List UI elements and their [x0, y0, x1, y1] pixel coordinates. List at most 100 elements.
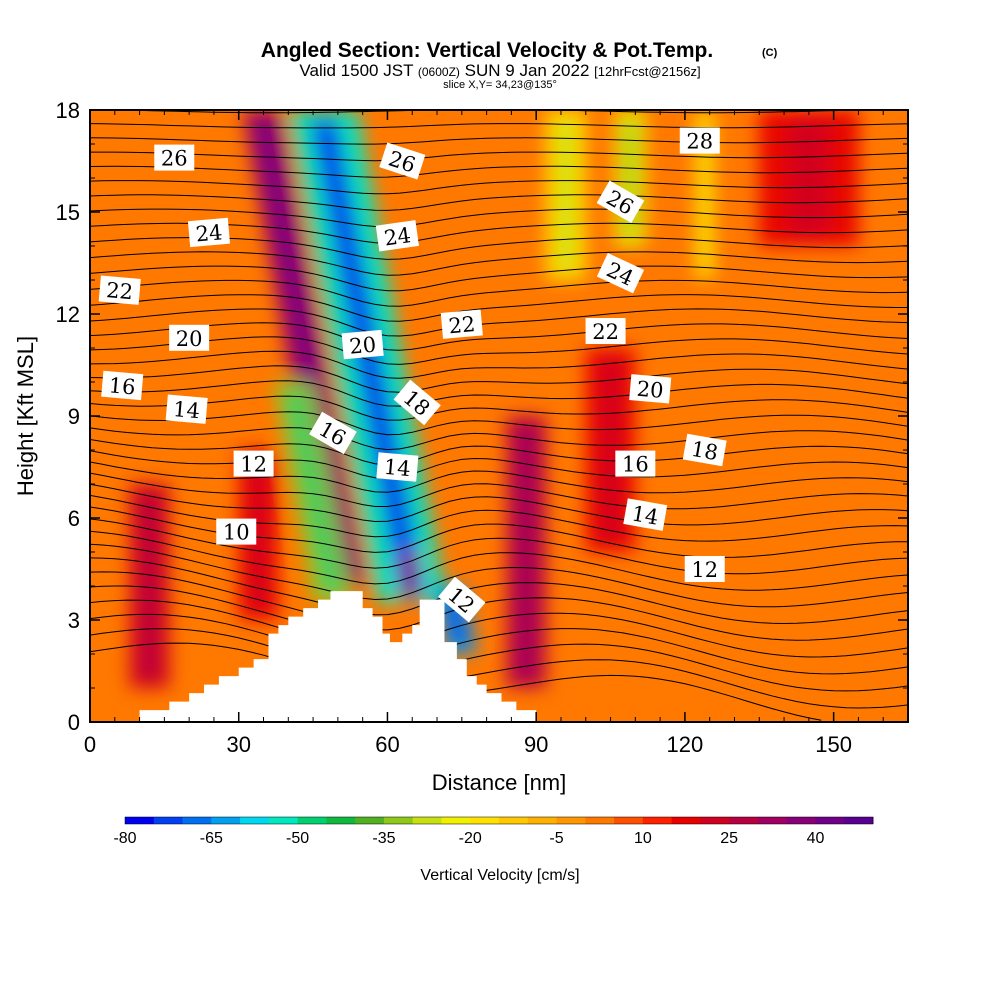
y-axis-title: Height [Kft MSL] — [13, 336, 38, 496]
contour-label-box — [596, 252, 645, 294]
contour-label-box — [154, 144, 195, 171]
contour-label-text: 24 — [383, 223, 413, 250]
colorbar-swatch — [211, 817, 241, 824]
theta-contour-line — [90, 194, 908, 211]
theta-contour-line — [90, 571, 908, 641]
colorbar-tick-label: -50 — [286, 830, 309, 847]
valid-date: SUN 9 Jan 2022 — [465, 61, 590, 80]
colorbar-swatch — [671, 817, 701, 824]
y-tick-label: 15 — [56, 200, 80, 225]
downdraft-core — [443, 596, 468, 644]
theta-contour-line — [90, 530, 908, 591]
theta-contour-line — [90, 395, 908, 421]
contour-label-text: 12 — [240, 453, 267, 477]
theta-contour-line — [90, 585, 908, 658]
slice-label: slice X,Y= 34,23@135° — [443, 79, 557, 91]
colorbar-swatch — [297, 817, 327, 824]
theta-contour-line — [90, 137, 908, 145]
contour-label-text: 20 — [176, 327, 203, 351]
theta-contour-line — [90, 557, 908, 625]
theta-contour-line — [90, 411, 908, 436]
contour-label-box — [684, 556, 725, 582]
contour-label-box — [438, 576, 486, 623]
y-tick-label: 6 — [68, 506, 80, 531]
contour-label-box — [376, 452, 419, 482]
contour-label-box — [585, 318, 626, 344]
terrain-layer — [139, 591, 537, 722]
contour-label-box — [165, 394, 208, 424]
contour-label-text: 14 — [172, 397, 201, 423]
theta-contour-line — [90, 110, 896, 114]
theta-contour-line — [90, 613, 908, 692]
chart-subtitle: Valid 1500 JST (0600Z) SUN 9 Jan 2022 [1… — [299, 61, 700, 80]
contour-label-box — [679, 127, 720, 154]
valid-prefix: Valid 1500 JST — [299, 61, 413, 80]
colorbar-swatch — [412, 817, 442, 824]
y-tick-label: 12 — [56, 302, 80, 327]
contour-label-text: 14 — [383, 455, 412, 481]
contour-label-box — [101, 370, 144, 401]
contour-label-text: 16 — [622, 453, 649, 477]
colorbar-swatch — [844, 817, 874, 824]
contour-label: 26 — [379, 142, 426, 180]
theta-contour-line — [90, 628, 908, 709]
contour-label-text: 28 — [686, 130, 713, 154]
contour-label: 26 — [154, 144, 195, 171]
contour-label-box — [393, 379, 441, 426]
colorbar-tick-label: 40 — [807, 830, 825, 847]
x-tick-label: 90 — [524, 732, 548, 757]
contour-label-box — [169, 324, 210, 351]
colorbar-tick-label: -80 — [113, 830, 136, 847]
theta-contour-line — [90, 472, 908, 510]
colorbar-swatch — [268, 817, 299, 824]
theta-contour-line — [90, 308, 908, 337]
theta-contour-line — [90, 439, 908, 466]
contour-label-text: 22 — [448, 312, 477, 338]
theta-contour-line — [90, 180, 908, 195]
colorbar-title: Vertical Velocity [cm/s] — [420, 867, 579, 884]
x-axis-title: Distance [nm] — [432, 770, 567, 795]
contour-label-text: 20 — [348, 332, 377, 358]
contour-label-text: 22 — [105, 278, 134, 304]
y-tick-label: 18 — [56, 98, 80, 123]
updraft-core — [254, 120, 356, 576]
x-tick-label: 30 — [226, 732, 250, 757]
colorbar-swatch — [470, 817, 500, 824]
forecast-label: [12hrFcst@2156z] — [594, 64, 700, 79]
updraft-core — [789, 120, 829, 236]
contour-label-box — [341, 329, 384, 360]
contour-label: 22 — [440, 309, 483, 339]
colorbar-swatch — [326, 817, 356, 824]
colorbar-swatch — [441, 817, 471, 824]
contour-label-box — [596, 180, 645, 224]
contour-label: 12 — [233, 450, 274, 477]
colorbar-swatch — [786, 817, 816, 824]
contour-label: 14 — [623, 498, 668, 531]
terrain-profile — [139, 591, 537, 722]
theta-contour-line — [90, 365, 908, 393]
x-tick-label: 120 — [667, 732, 704, 757]
colorbar-swatch — [614, 817, 644, 824]
contour-label-text: 10 — [223, 521, 250, 545]
theta-contour-line — [90, 265, 908, 292]
x-tick-label: 60 — [375, 732, 399, 757]
contour-label-text: 26 — [161, 147, 188, 171]
theta-contour-line — [90, 380, 908, 407]
theta-contour-line — [90, 599, 908, 675]
theta-contour-line — [90, 518, 908, 575]
y-tick-label: 0 — [68, 710, 80, 735]
theta-contour-line — [90, 336, 908, 365]
theta-contour-line — [90, 483, 908, 526]
theta-contour-line — [90, 322, 908, 351]
contour-label-box — [98, 275, 141, 305]
downdraft-core — [285, 392, 341, 593]
colorbar-tick-label: -35 — [372, 830, 395, 847]
contour-label: 16 — [101, 370, 144, 401]
colorbar-swatch — [240, 817, 270, 824]
contour-label: 24 — [187, 217, 231, 248]
theta-contour-line — [90, 151, 908, 162]
contour-label-box — [233, 450, 274, 477]
